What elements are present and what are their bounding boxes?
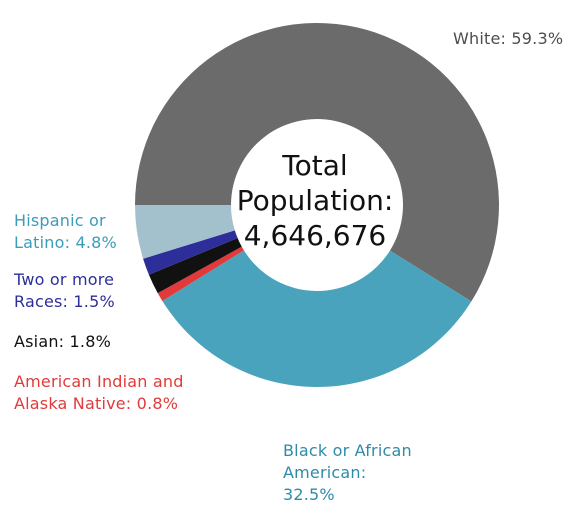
legend-label-asian-line: Asian: 1.8% (14, 332, 111, 351)
slice-white (135, 22, 500, 302)
legend-label-american-indian: American Indian and Alaska Native: 0.8% (14, 371, 184, 415)
legend-label-black-line-1: Black or African (283, 441, 412, 460)
legend-label-hispanic-line-2: Latino: 4.8% (14, 233, 117, 252)
legend-label-american-indian-line-2: Alaska Native: 0.8% (14, 394, 179, 413)
legend-label-two-or-more-line-1: Two or more (14, 270, 115, 289)
legend-label-american-indian-line-1: American Indian and (14, 372, 184, 391)
legend-label-black-line-3: 32.5% (283, 485, 335, 504)
slice-two-or-more-races (143, 230, 238, 275)
center-line-1: Total (282, 149, 348, 182)
legend-label-two-or-more-line-2: Races: 1.5% (14, 292, 115, 311)
legend-label-two-or-more-races: Two or more Races: 1.5% (14, 269, 115, 313)
slice-black-or-african-american (162, 250, 472, 387)
legend-label-hispanic: Hispanic or Latino: 4.8% (14, 210, 117, 254)
center-line-3: 4,646,676 (243, 219, 387, 252)
legend-label-black: Black or African American: 32.5% (283, 440, 412, 506)
legend-label-white-line: White: 59.3% (453, 29, 564, 48)
slice-american-indian (157, 246, 244, 301)
slice-hispanic-or-latino (135, 205, 235, 259)
total-population-label: Total Population: 4,646,676 (225, 148, 405, 253)
legend-label-asian: Asian: 1.8% (14, 331, 111, 353)
legend-label-black-line-2: American: (283, 463, 367, 482)
legend-label-white: White: 59.3% (453, 28, 563, 50)
slice-asian (148, 237, 242, 294)
center-line-2: Population: (236, 184, 394, 217)
legend-label-hispanic-line-1: Hispanic or (14, 211, 106, 230)
